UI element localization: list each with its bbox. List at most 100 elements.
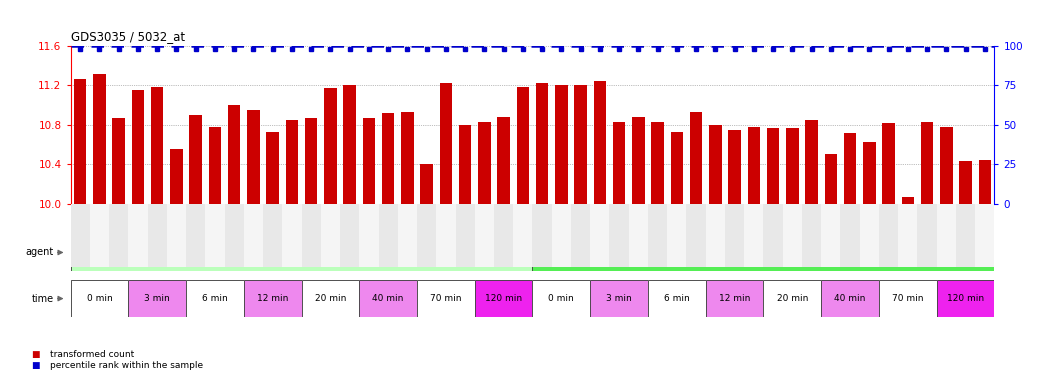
Bar bbox=[629, 204, 648, 267]
Text: 12 min: 12 min bbox=[257, 294, 289, 303]
Bar bbox=[90, 204, 109, 267]
Bar bbox=[824, 154, 837, 204]
Bar bbox=[170, 149, 183, 204]
Bar bbox=[417, 204, 436, 267]
Text: 70 min: 70 min bbox=[430, 294, 462, 303]
Text: ■: ■ bbox=[31, 361, 39, 370]
Bar bbox=[263, 204, 282, 267]
Text: 3 min: 3 min bbox=[606, 294, 632, 303]
Bar bbox=[147, 204, 167, 267]
Bar bbox=[228, 105, 241, 204]
Bar bbox=[282, 204, 301, 267]
Bar bbox=[744, 204, 763, 267]
Bar bbox=[305, 118, 318, 204]
Text: control: control bbox=[283, 247, 320, 258]
Bar bbox=[898, 204, 918, 267]
Bar bbox=[786, 128, 798, 204]
Bar bbox=[247, 110, 260, 204]
Bar bbox=[321, 204, 340, 267]
Bar bbox=[129, 204, 147, 267]
Bar bbox=[301, 204, 321, 267]
Bar bbox=[671, 132, 683, 204]
Bar bbox=[783, 204, 802, 267]
Bar bbox=[841, 204, 859, 267]
Bar bbox=[340, 204, 359, 267]
Text: time: time bbox=[31, 293, 53, 304]
Text: transformed count: transformed count bbox=[50, 349, 134, 359]
Text: 3 min: 3 min bbox=[144, 294, 170, 303]
Bar bbox=[729, 130, 741, 204]
Bar bbox=[420, 164, 433, 204]
Bar bbox=[667, 204, 686, 267]
Bar bbox=[379, 204, 398, 267]
Bar bbox=[151, 88, 163, 204]
Text: 70 min: 70 min bbox=[892, 294, 924, 303]
Bar bbox=[879, 204, 898, 267]
Bar bbox=[206, 204, 224, 267]
Bar bbox=[594, 81, 606, 204]
Bar bbox=[440, 83, 453, 204]
Bar bbox=[706, 204, 725, 267]
Bar bbox=[979, 160, 991, 204]
Text: agent: agent bbox=[25, 247, 53, 258]
Bar bbox=[555, 86, 568, 204]
Bar bbox=[167, 204, 186, 267]
Text: 120 min: 120 min bbox=[485, 294, 522, 303]
Bar bbox=[436, 204, 456, 267]
Bar bbox=[844, 132, 856, 204]
Text: ■: ■ bbox=[31, 349, 39, 359]
Text: 20 min: 20 min bbox=[315, 294, 346, 303]
Bar bbox=[648, 204, 667, 267]
Bar bbox=[209, 127, 221, 204]
Bar bbox=[224, 204, 244, 267]
Bar bbox=[821, 204, 841, 267]
Text: 6 min: 6 min bbox=[202, 294, 227, 303]
Bar bbox=[532, 204, 552, 267]
Bar bbox=[285, 120, 298, 204]
Bar bbox=[513, 204, 532, 267]
Text: 20 min: 20 min bbox=[776, 294, 808, 303]
Bar bbox=[802, 204, 821, 267]
Bar bbox=[747, 127, 760, 204]
Bar bbox=[474, 204, 494, 267]
Bar bbox=[552, 204, 571, 267]
Bar bbox=[767, 128, 780, 204]
Bar bbox=[591, 204, 609, 267]
Bar bbox=[651, 122, 664, 204]
Bar bbox=[936, 204, 956, 267]
Bar bbox=[612, 122, 625, 204]
Bar bbox=[536, 83, 548, 204]
Bar bbox=[324, 88, 336, 204]
Bar bbox=[494, 204, 513, 267]
Bar bbox=[267, 132, 279, 204]
Bar bbox=[112, 118, 125, 204]
Bar bbox=[959, 161, 972, 204]
Text: 40 min: 40 min bbox=[835, 294, 866, 303]
Bar bbox=[459, 125, 471, 204]
Bar bbox=[132, 90, 144, 204]
Bar bbox=[632, 117, 645, 204]
Text: GDS3035 / 5032_at: GDS3035 / 5032_at bbox=[71, 30, 185, 43]
Bar bbox=[574, 86, 586, 204]
Text: 12 min: 12 min bbox=[719, 294, 750, 303]
Bar bbox=[863, 142, 876, 204]
Text: 0 min: 0 min bbox=[548, 294, 574, 303]
Bar bbox=[244, 204, 263, 267]
Bar bbox=[709, 125, 721, 204]
Bar bbox=[940, 127, 953, 204]
Bar bbox=[93, 74, 106, 204]
Bar bbox=[109, 204, 129, 267]
Bar bbox=[479, 122, 491, 204]
Bar bbox=[956, 204, 975, 267]
Bar bbox=[186, 204, 206, 267]
Bar bbox=[497, 117, 510, 204]
Bar bbox=[398, 204, 417, 267]
Bar bbox=[859, 204, 879, 267]
Text: 40 min: 40 min bbox=[373, 294, 404, 303]
Text: 120 min: 120 min bbox=[947, 294, 984, 303]
Bar bbox=[725, 204, 744, 267]
Bar bbox=[71, 204, 90, 267]
Bar bbox=[902, 197, 914, 204]
Bar bbox=[456, 204, 474, 267]
Text: 6 min: 6 min bbox=[664, 294, 689, 303]
